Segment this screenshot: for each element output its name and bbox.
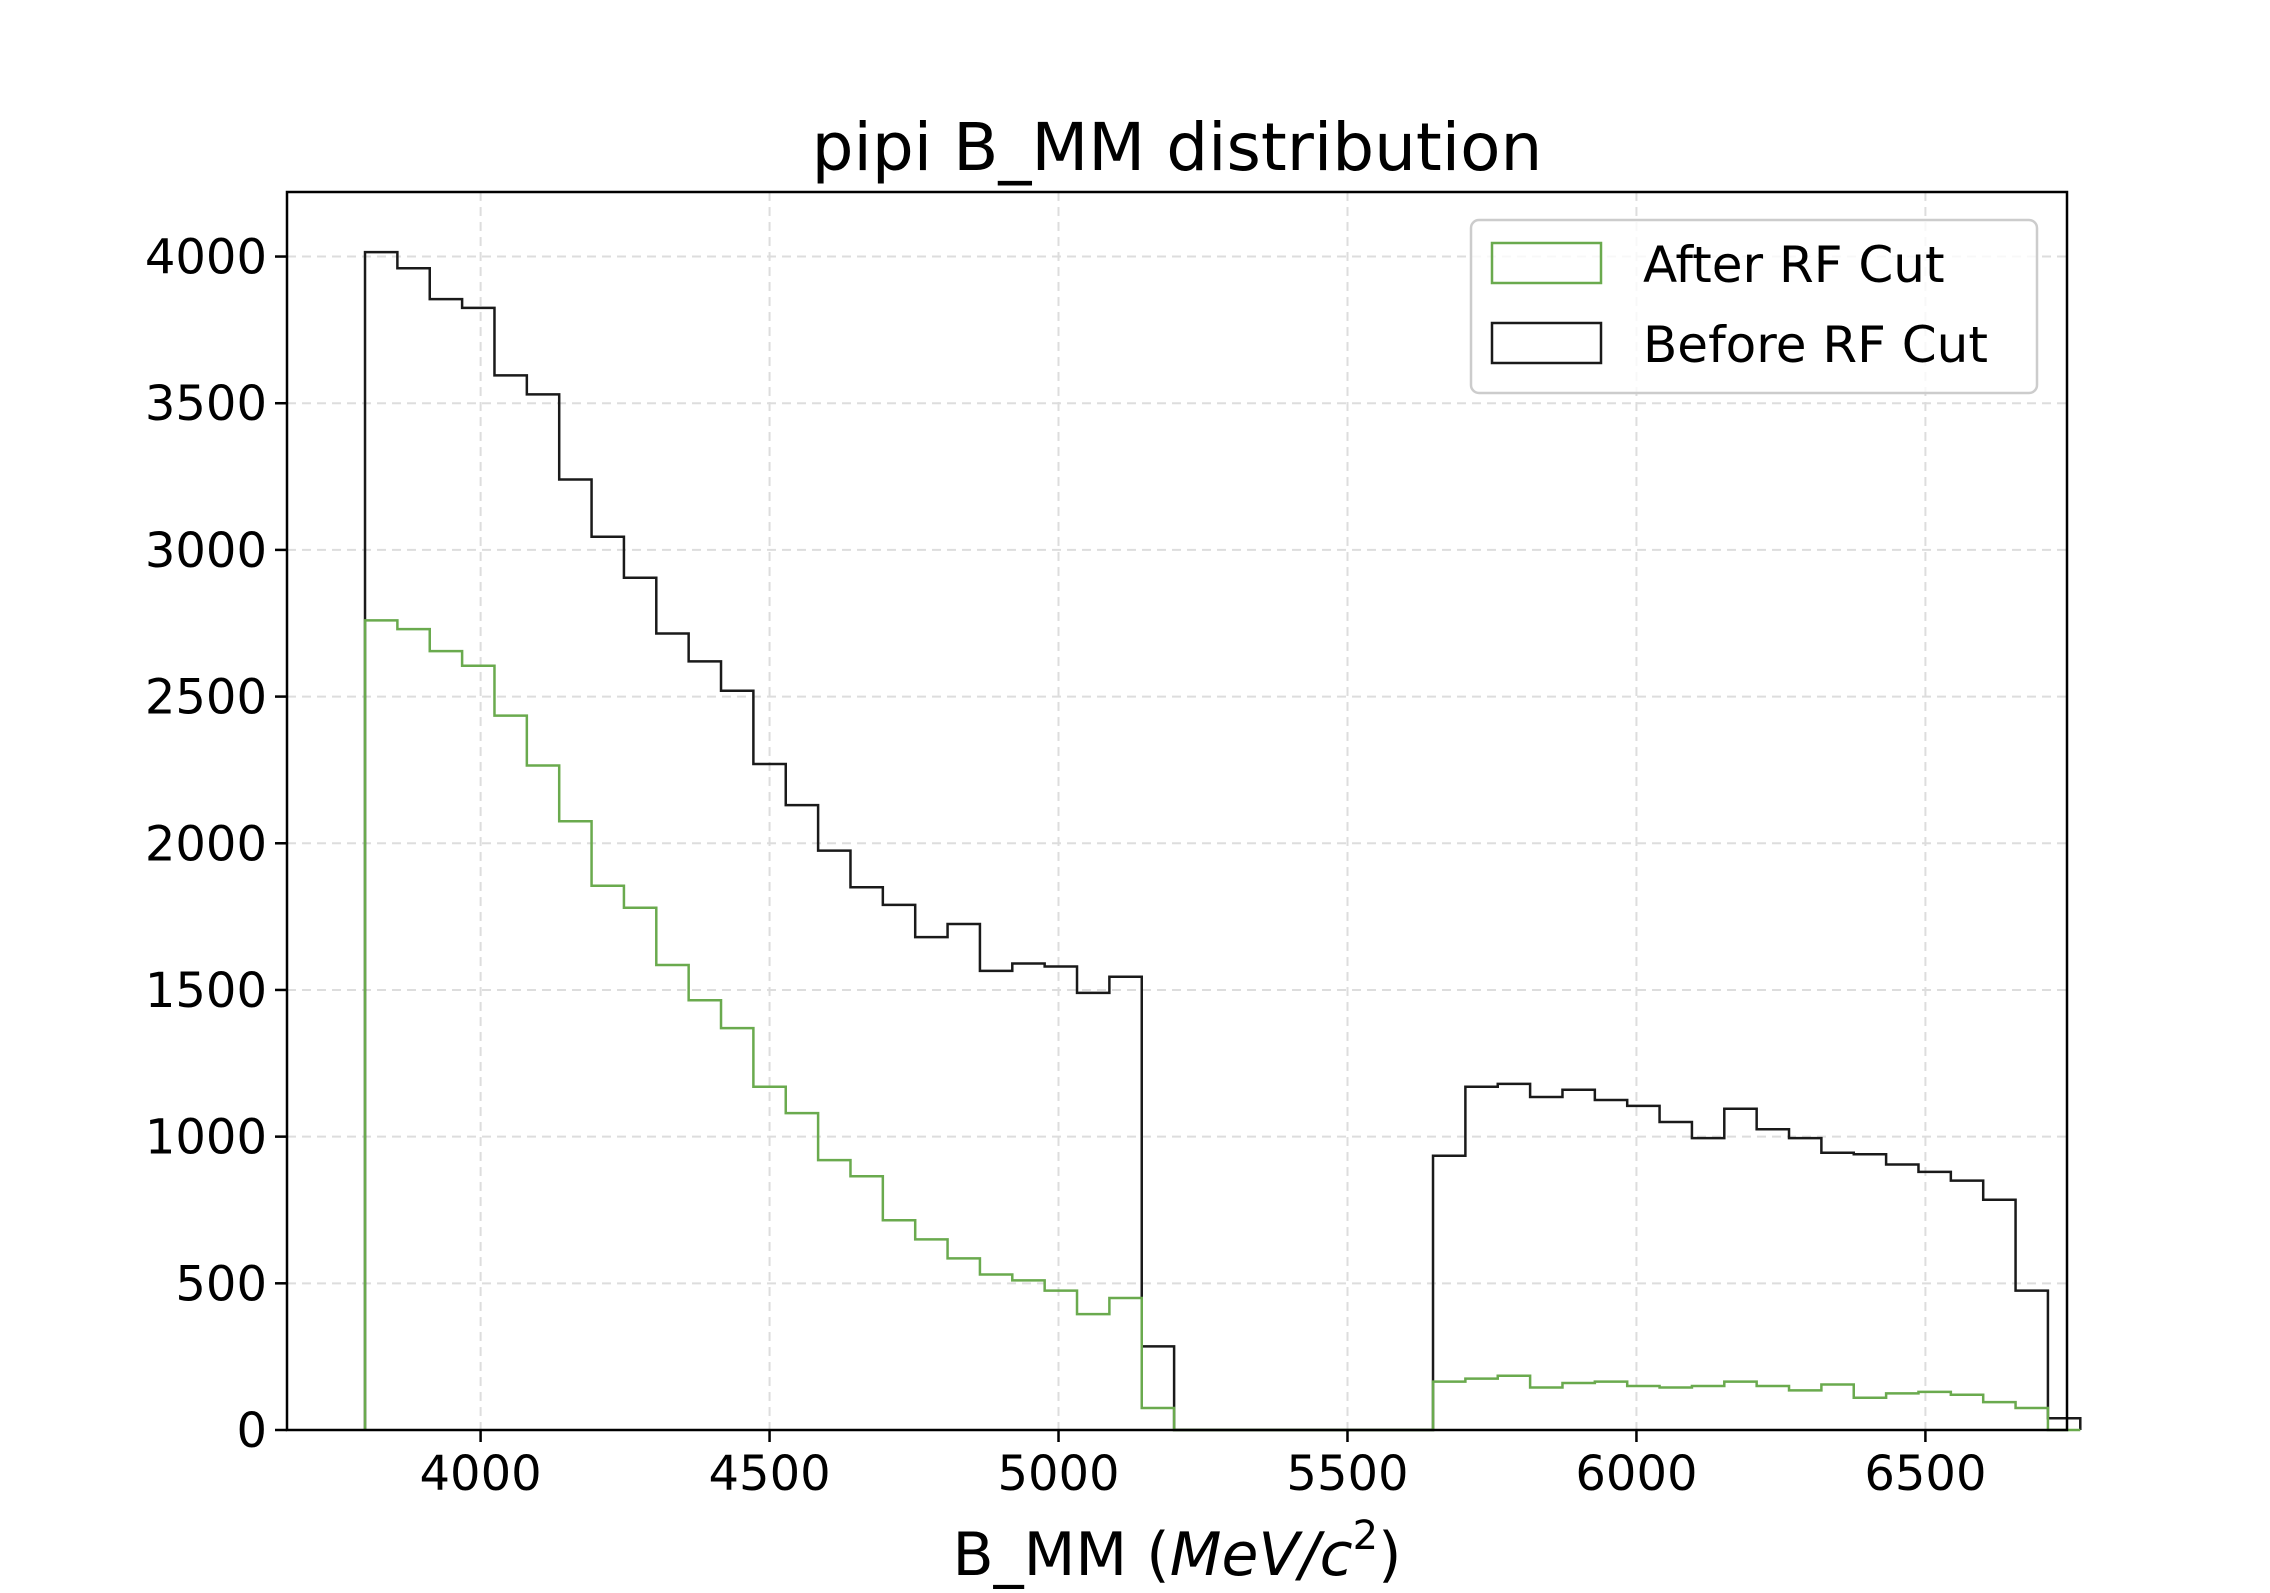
legend-label-before-rf-cut: Before RF Cut: [1643, 316, 1988, 374]
x-tick-label: 4500: [708, 1446, 830, 1502]
x-axis-title-suffix: ): [1378, 1520, 1401, 1589]
y-tick-label: 1500: [145, 963, 267, 1019]
legend-swatch-before-rf-cut: [1490, 321, 1603, 365]
x-tick-label: 5000: [997, 1446, 1119, 1502]
x-axis: 4000 4500 5000 5500 6000 6500: [420, 1430, 1986, 1502]
y-tick-label: 3000: [145, 523, 267, 579]
legend-box: [1469, 218, 2039, 395]
x-tick-label: 4000: [420, 1446, 542, 1502]
y-tick-label: 4000: [145, 230, 267, 286]
y-tick-label: 3500: [145, 376, 267, 432]
legend-swatch-after-rf-cut: [1490, 241, 1603, 285]
x-tick-label: 6000: [1575, 1446, 1697, 1502]
x-axis-title: B_MM (MeV/c2): [953, 1513, 1402, 1589]
y-tick-label: 1000: [145, 1110, 267, 1166]
y-tick-label: 0: [236, 1403, 267, 1459]
legend: After RF Cut Before RF Cut: [1469, 218, 2039, 395]
x-tick-label: 5500: [1286, 1446, 1408, 1502]
chart-title: pipi B_MM distribution: [812, 109, 1543, 186]
data-series: [363, 250, 2082, 1432]
y-tick-label: 500: [175, 1256, 267, 1312]
y-axis: 0 500 1000 1500 2000 2500 3000 3500 4000: [145, 230, 287, 1459]
y-tick-label: 2000: [145, 816, 267, 872]
x-axis-title-unit: MeV/c: [1170, 1520, 1353, 1589]
series-line-before-rf-cut: [363, 250, 2082, 1432]
x-tick-label: 6500: [1864, 1446, 1986, 1502]
plot-frame: [285, 190, 2069, 1432]
x-axis-title-prefix: B_MM (: [953, 1520, 1170, 1589]
series-line-after-rf-cut: [363, 619, 2081, 1432]
y-tick-label: 2500: [145, 670, 267, 726]
legend-label-after-rf-cut: After RF Cut: [1643, 236, 1945, 294]
x-axis-title-unit-exponent: 2: [1353, 1513, 1378, 1559]
